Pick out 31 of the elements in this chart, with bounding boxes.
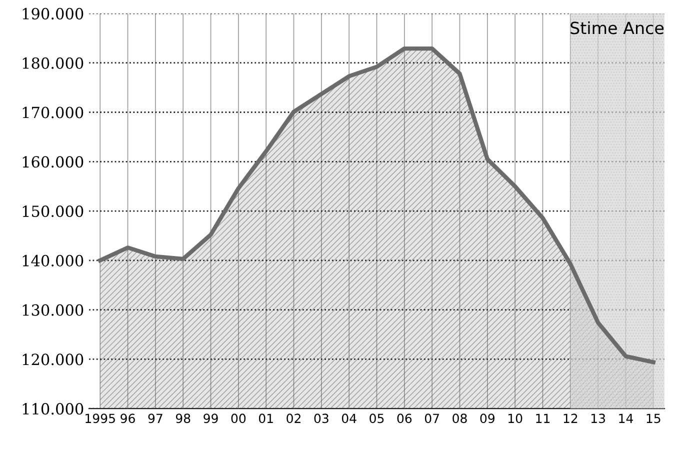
y-tick-label: 170.000 [22, 106, 84, 118]
y-tick-label: 180.000 [22, 57, 84, 69]
x-tick-label: 98 [176, 414, 190, 424]
x-tick-label: 03 [314, 414, 328, 424]
x-tick-label: 96 [120, 414, 135, 424]
x-tick-label: 15 [646, 414, 660, 424]
y-tick-label: 160.000 [22, 156, 84, 168]
x-tick-label: 13 [591, 414, 606, 424]
x-tick-label: 14 [619, 414, 633, 423]
y-tick-label: 150.000 [22, 205, 84, 218]
y-tick-label: 190.000 [22, 8, 84, 20]
y-tick-label: 130.000 [22, 304, 84, 316]
x-tick-label: 00 [231, 414, 246, 424]
x-tick-label: 05 [370, 414, 384, 424]
x-tick-label: 1995 [86, 414, 115, 424]
x-tick-label: 08 [452, 414, 467, 424]
x-tick-label: 02 [286, 414, 300, 424]
band-label: Stime Ance [570, 21, 664, 34]
x-tick-label: 01 [258, 414, 273, 424]
x-tick-label: 10 [508, 414, 522, 424]
x-tick-label: 07 [424, 414, 439, 424]
x-tick-label: 99 [204, 414, 218, 424]
x-tick-label: 11 [536, 414, 550, 423]
y-tick-label: 120.000 [22, 354, 84, 366]
y-tick-label: 110.000 [22, 403, 84, 415]
x-tick-label: 06 [397, 414, 412, 424]
y-tick-label: 140.000 [22, 254, 84, 266]
x-tick-label: 97 [148, 414, 162, 424]
x-tick-label: 04 [342, 414, 356, 424]
x-tick-label: 12 [564, 414, 578, 423]
x-tick-label: 09 [480, 414, 494, 424]
